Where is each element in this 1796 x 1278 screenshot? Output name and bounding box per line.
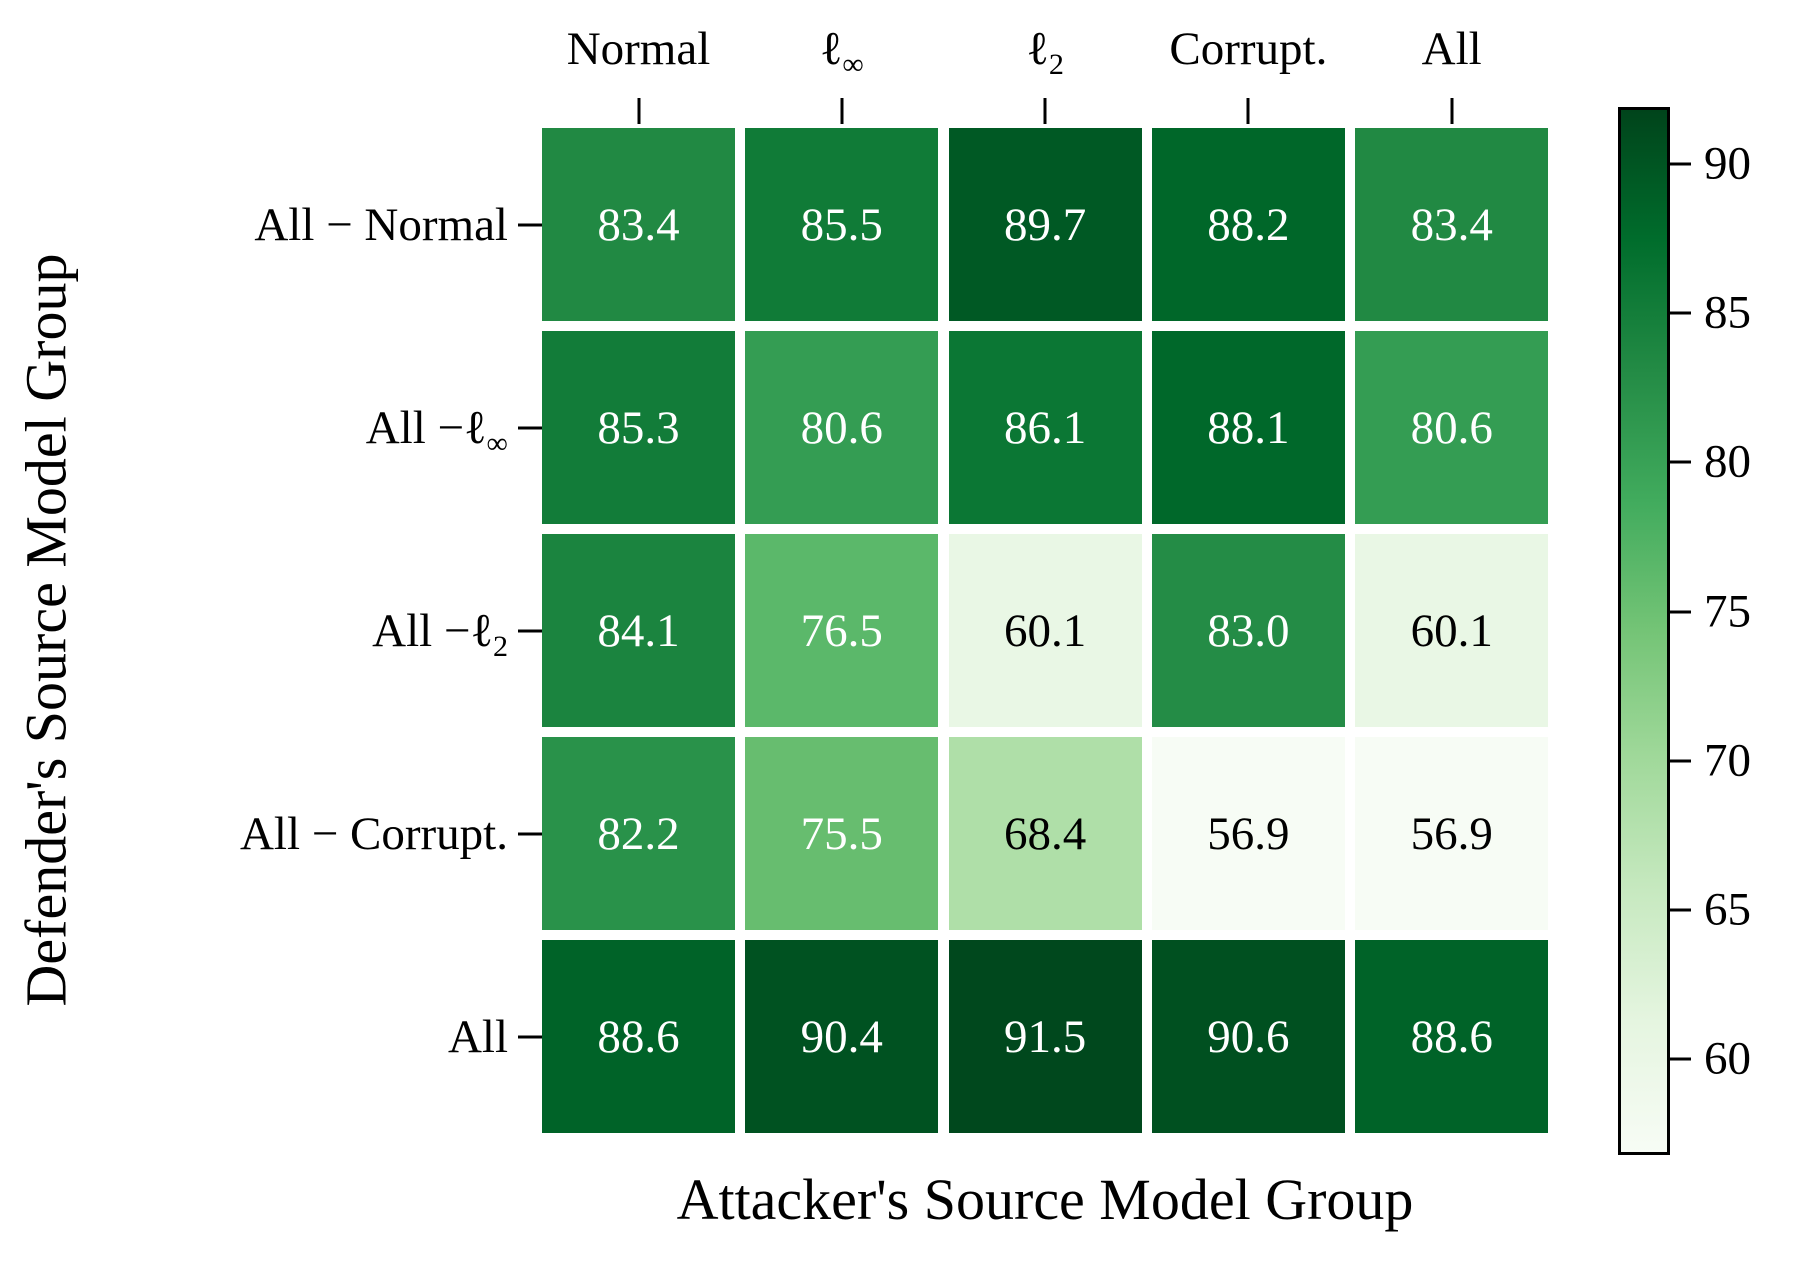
row-label-subscript: ∞ bbox=[486, 425, 508, 460]
colorbar-tick bbox=[1670, 460, 1691, 464]
heatmap-cell: 90.6 bbox=[1151, 940, 1345, 1133]
heatmap-cell: 75.5 bbox=[745, 737, 939, 930]
x-tick bbox=[840, 98, 844, 124]
y-tick bbox=[518, 223, 542, 226]
row-label-text: All −ℓ bbox=[365, 401, 487, 454]
colorbar-tick-label: 90 bbox=[1704, 137, 1751, 190]
heatmap-cell: 85.3 bbox=[542, 331, 735, 524]
x-tick bbox=[1043, 98, 1047, 124]
colorbar-tick bbox=[1670, 162, 1691, 166]
y-tick bbox=[518, 1035, 542, 1038]
heatmap-cell: 83.0 bbox=[1151, 534, 1345, 727]
col-header-text: All bbox=[1421, 23, 1482, 75]
heatmap-cell: 80.6 bbox=[745, 331, 939, 524]
heatmap-cell: 56.9 bbox=[1151, 737, 1345, 930]
colorbar-tick bbox=[1670, 311, 1691, 315]
row-label-text: All − Normal bbox=[254, 198, 508, 251]
heatmap-cell: 76.5 bbox=[745, 534, 939, 727]
row-label-text: All −ℓ bbox=[372, 604, 493, 657]
col-header-subscript: ∞ bbox=[842, 46, 864, 81]
heatmap-cell: 68.4 bbox=[948, 737, 1142, 930]
row-label-text: All − Corrupt. bbox=[239, 807, 508, 860]
y-tick bbox=[518, 426, 542, 429]
row-label-0: All − Normal bbox=[0, 190, 508, 260]
heatmap-cell: 60.1 bbox=[948, 534, 1142, 727]
colorbar-tick-label: 65 bbox=[1704, 883, 1751, 936]
col-header-3: Corrupt. bbox=[1169, 16, 1327, 82]
col-header-text: ℓ bbox=[1026, 23, 1049, 75]
colorbar-tick bbox=[1670, 908, 1691, 912]
y-tick bbox=[518, 629, 542, 632]
heatmap-cell: 91.5 bbox=[948, 940, 1142, 1133]
heatmap-cell: 85.5 bbox=[745, 128, 939, 321]
col-header-4: All bbox=[1422, 16, 1482, 82]
col-header-text: Corrupt. bbox=[1169, 23, 1328, 75]
col-header-1: ℓ∞ bbox=[820, 16, 864, 82]
colorbar bbox=[1618, 107, 1670, 1155]
heatmap-cell: 60.1 bbox=[1355, 534, 1549, 727]
heatmap-cell: 88.1 bbox=[1151, 331, 1345, 524]
heatmap-cell: 83.4 bbox=[1355, 128, 1549, 321]
colorbar-tick bbox=[1670, 610, 1691, 614]
heatmap-cell: 82.2 bbox=[542, 737, 735, 930]
colorbar-tick-label: 80 bbox=[1704, 435, 1751, 488]
heatmap-cell: 83.4 bbox=[542, 128, 735, 321]
col-header-0: Normal bbox=[567, 16, 711, 82]
x-tick bbox=[1450, 98, 1454, 124]
heatmap-cell: 88.6 bbox=[542, 940, 735, 1133]
colorbar-tick bbox=[1670, 1057, 1691, 1061]
row-label-3: All − Corrupt. bbox=[0, 799, 508, 869]
x-tick bbox=[1246, 98, 1250, 124]
col-header-text: Normal bbox=[566, 23, 711, 75]
colorbar-tick-label: 70 bbox=[1704, 734, 1751, 787]
row-label-2: All −ℓ2 bbox=[0, 596, 508, 666]
row-label-4: All bbox=[0, 1002, 508, 1072]
heatmap-cell: 86.1 bbox=[948, 331, 1142, 524]
heatmap-cell: 88.6 bbox=[1355, 940, 1549, 1133]
row-label-subscript: 2 bbox=[492, 628, 508, 663]
heatmap-cell: 89.7 bbox=[948, 128, 1142, 321]
colorbar-tick-label: 85 bbox=[1704, 286, 1751, 339]
col-header-2: ℓ2 bbox=[1026, 16, 1064, 82]
col-header-text: ℓ bbox=[819, 23, 843, 75]
colorbar-tick bbox=[1670, 759, 1691, 763]
x-axis-label: Attacker's Source Model Group bbox=[676, 1167, 1414, 1232]
row-label-text: All bbox=[447, 1010, 508, 1063]
col-header-subscript: 2 bbox=[1048, 46, 1064, 81]
colorbar-tick-label: 75 bbox=[1704, 585, 1751, 638]
heatmap-cell: 84.1 bbox=[542, 534, 735, 727]
heatmap-cell: 90.4 bbox=[745, 940, 939, 1133]
y-tick bbox=[518, 832, 542, 835]
row-label-1: All −ℓ∞ bbox=[0, 393, 508, 463]
x-tick bbox=[637, 98, 640, 124]
colorbar-tick-label: 60 bbox=[1704, 1032, 1751, 1085]
heatmap-cell: 56.9 bbox=[1355, 737, 1549, 930]
heatmap-cell: 80.6 bbox=[1355, 331, 1549, 524]
heatmap-cell: 88.2 bbox=[1151, 128, 1345, 321]
